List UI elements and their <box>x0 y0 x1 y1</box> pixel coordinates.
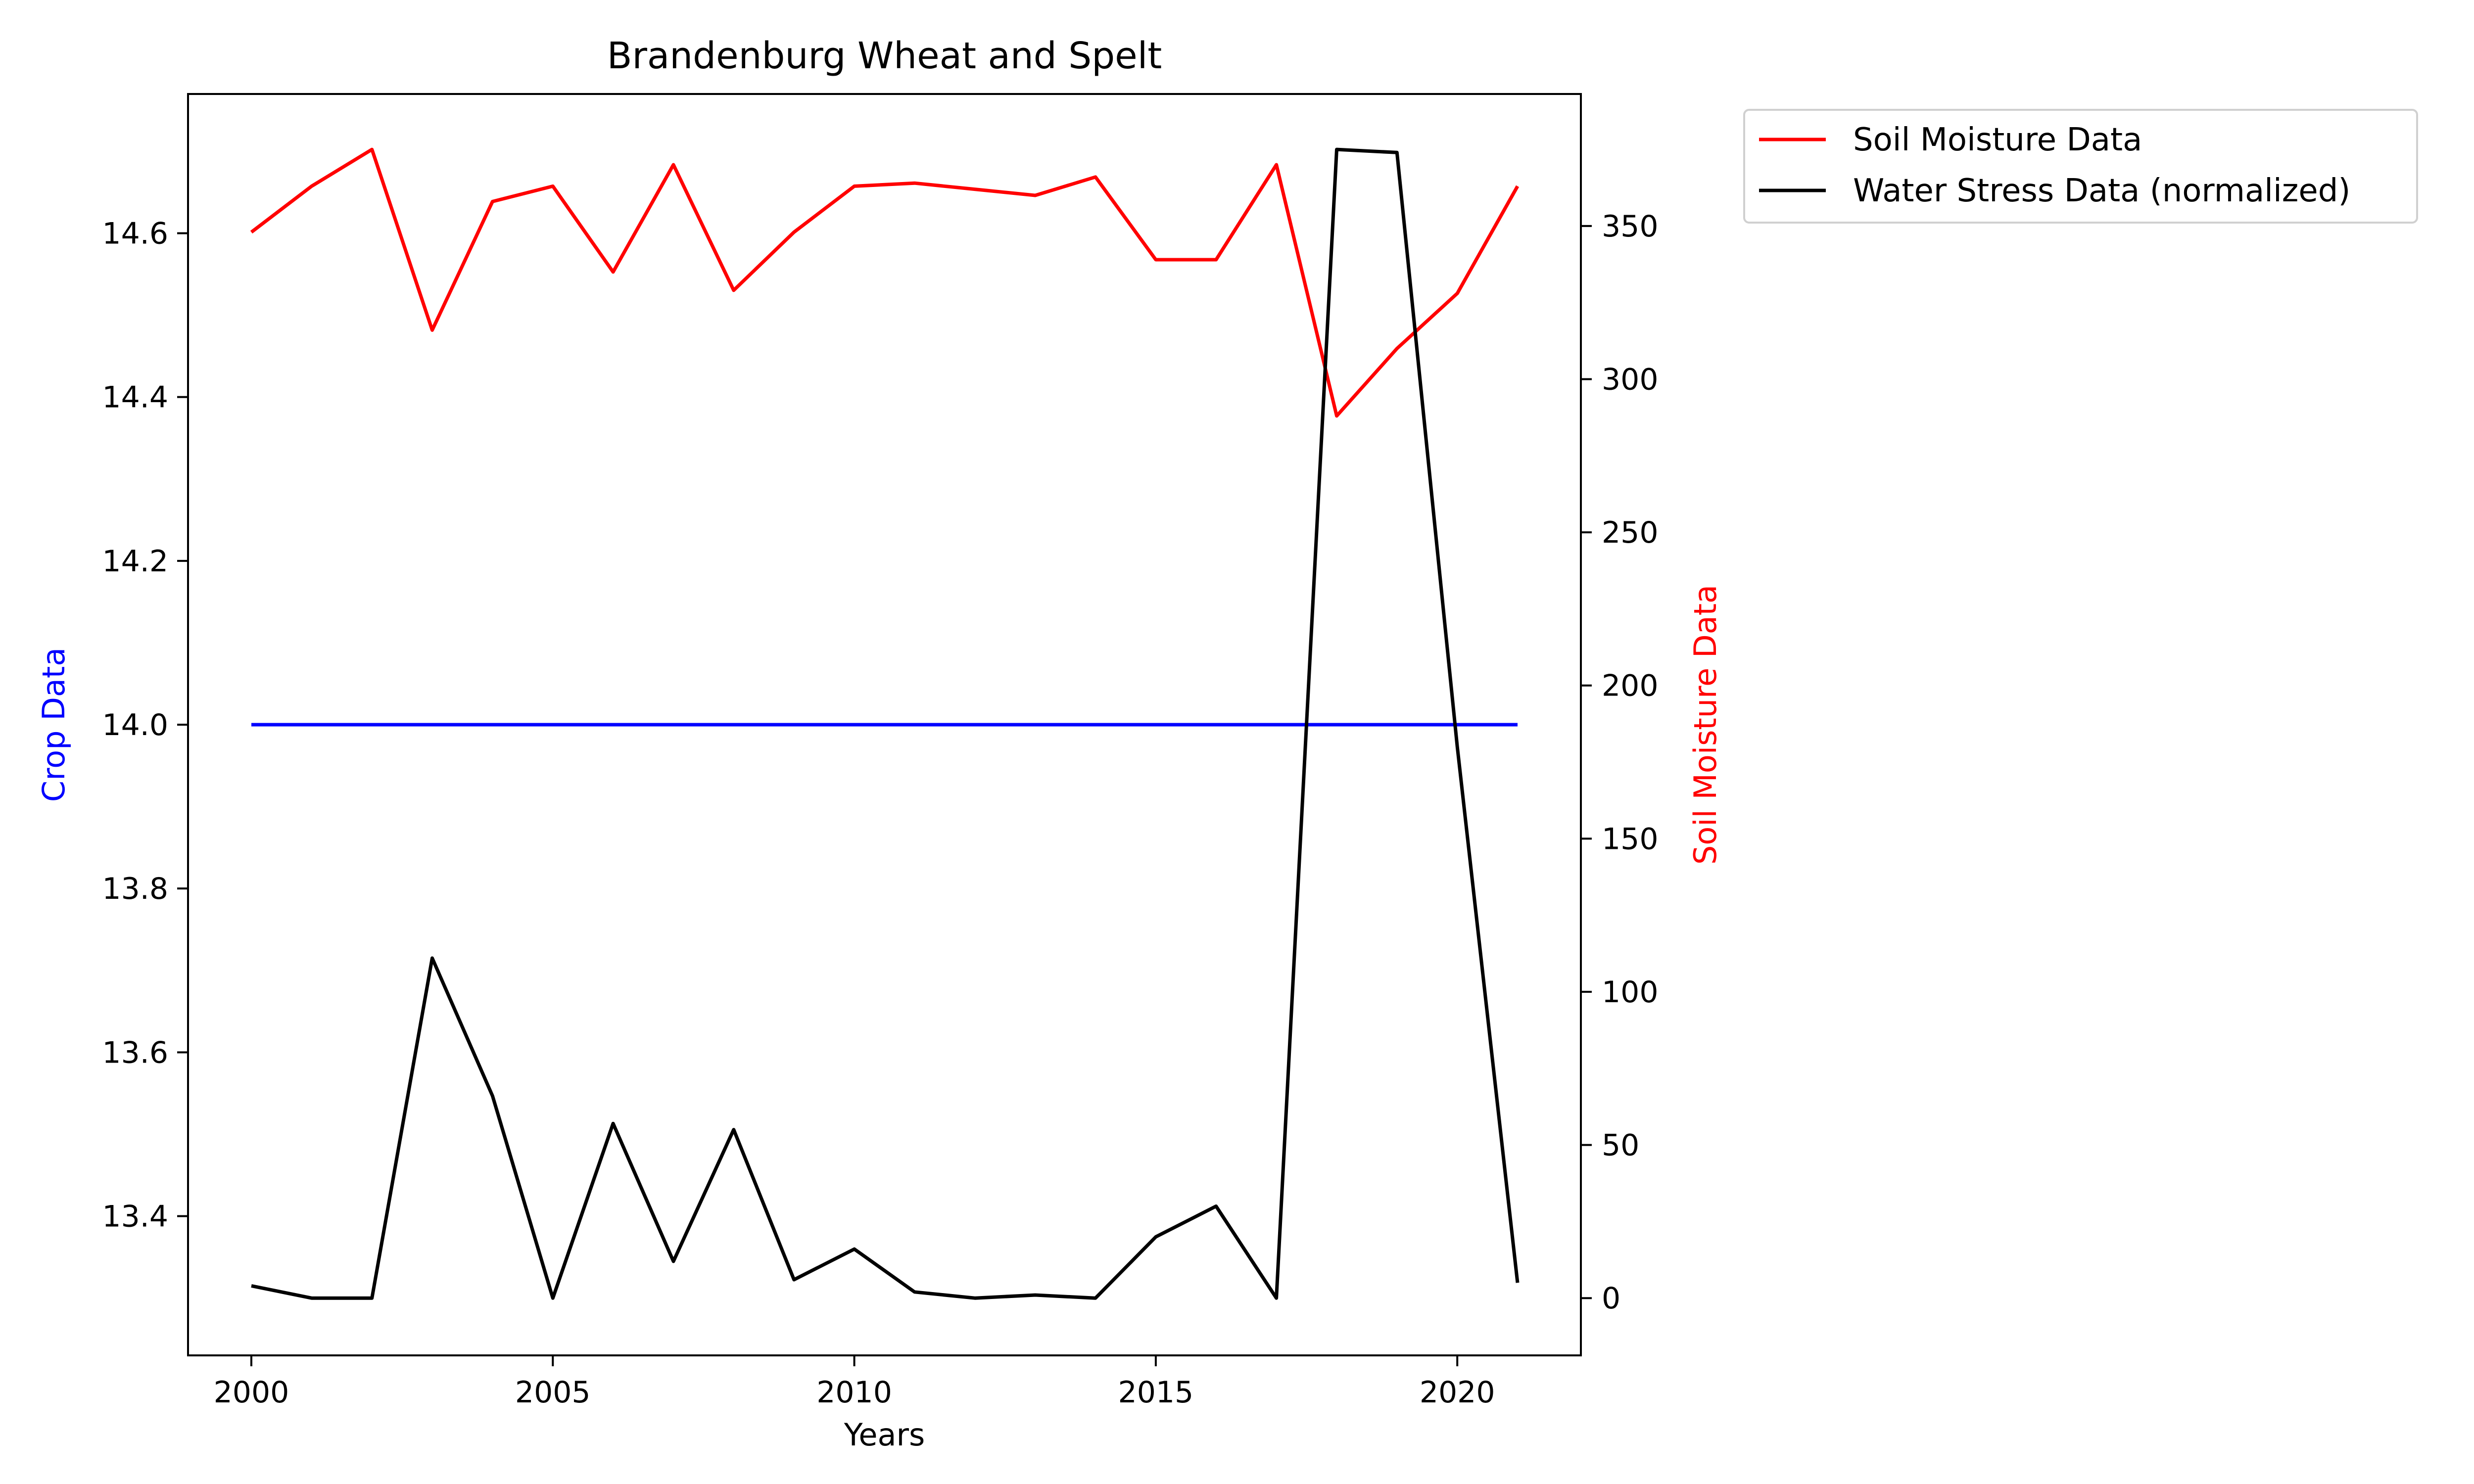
left-y-tick-label: 13.6 <box>102 1035 168 1070</box>
right-y-tick-label: 100 <box>1602 975 1659 1010</box>
series-line-soil-moisture-data <box>250 147 1520 418</box>
left-y-tick-label: 14.4 <box>102 380 168 415</box>
chart-title: Brandenburg Wheat and Spelt <box>607 35 1162 77</box>
right-y-tick-label: 50 <box>1602 1128 1639 1163</box>
x-axis-ticks: 2000 2005 2010 2015 2020 <box>214 1355 1495 1410</box>
x-tick-label: 2010 <box>816 1375 892 1410</box>
left-y-axis-ticks: 13.4 13.6 13.8 14.0 14.2 14.4 14.6 <box>102 216 188 1234</box>
legend-box <box>1743 109 2418 224</box>
plot-area <box>250 147 1520 1300</box>
left-y-tick-label: 14.2 <box>102 544 168 579</box>
right-y-tick-label: 300 <box>1602 363 1659 397</box>
legend-label-water-stress: Water Stress Data (normalized) <box>1853 173 2350 209</box>
left-y-tick-label: 14.0 <box>102 708 168 742</box>
x-tick-label: 2020 <box>1420 1375 1495 1410</box>
right-y-tick-label: 200 <box>1602 669 1659 703</box>
x-tick-label: 2015 <box>1118 1375 1194 1410</box>
left-y-tick-label: 13.8 <box>102 872 168 906</box>
right-y-tick-label: 350 <box>1602 209 1659 244</box>
right-y-tick-label: 150 <box>1602 822 1659 856</box>
x-axis-title: Years <box>844 1417 925 1453</box>
left-y-tick-label: 13.4 <box>102 1200 168 1234</box>
right-y-axis-ticks: 0 50 100 150 200 250 300 350 <box>1581 209 1659 1316</box>
x-tick-label: 2000 <box>214 1375 289 1410</box>
left-y-axis-title: Crop Data <box>36 648 72 802</box>
right-y-axis-title: Soil Moisture Data <box>1687 585 1723 865</box>
legend: Soil Moisture Data Water Stress Data (no… <box>1743 109 2418 224</box>
right-y-tick-label: 0 <box>1602 1281 1620 1316</box>
legend-label-soil-moisture: Soil Moisture Data <box>1853 122 2142 158</box>
x-tick-label: 2005 <box>515 1375 591 1410</box>
right-y-tick-label: 250 <box>1602 515 1659 550</box>
left-y-tick-label: 14.6 <box>102 216 168 251</box>
series-line-water-stress-data-normalized <box>251 147 1520 1300</box>
